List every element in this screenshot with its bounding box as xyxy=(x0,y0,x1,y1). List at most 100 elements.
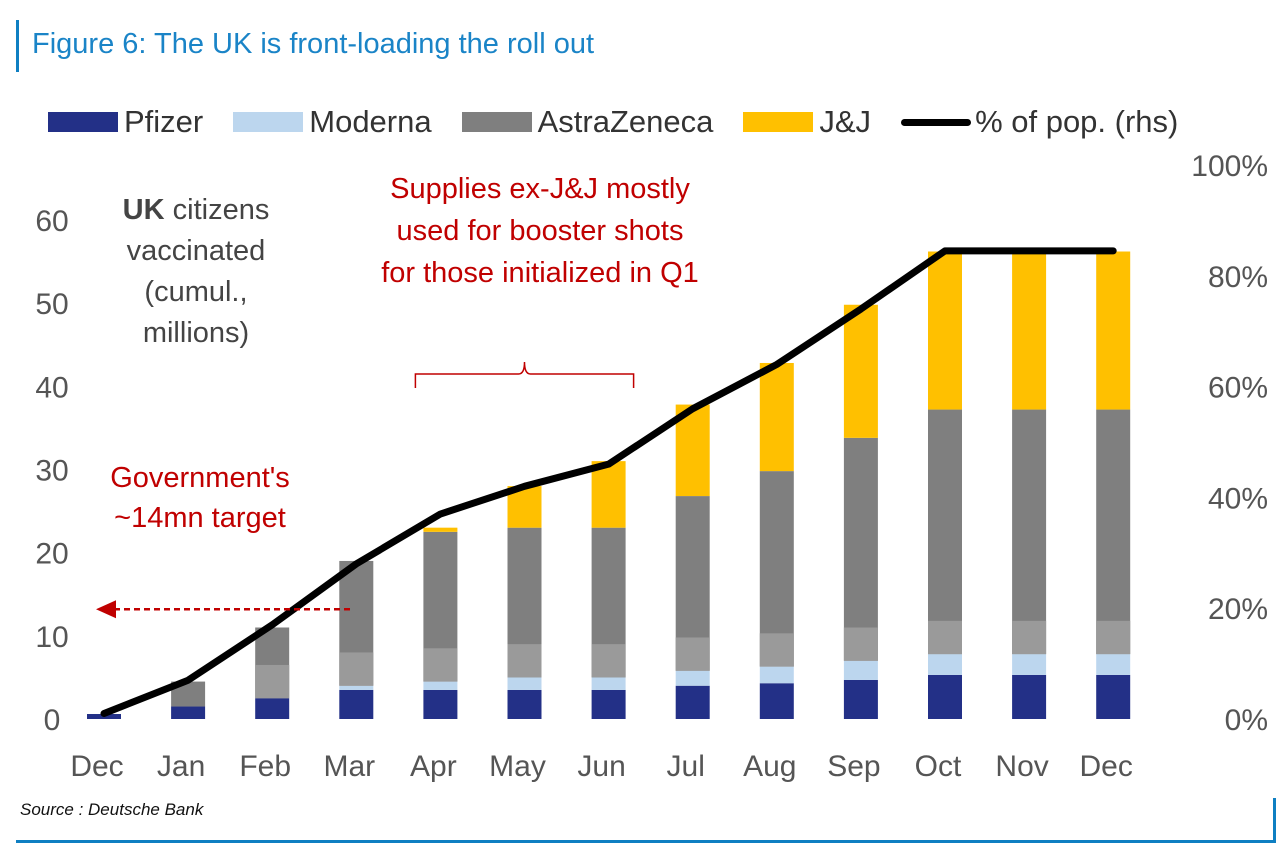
booster-annotation-line-1: Supplies ex-J&J mostly xyxy=(390,173,690,205)
y-caption-bold: UK xyxy=(122,194,165,226)
y-left-tick-40: 40 xyxy=(35,371,68,404)
bar-pfizer-3 xyxy=(339,689,374,719)
booster-annotation-line-3: for those initialized in Q1 xyxy=(381,257,699,289)
bar-jj-6 xyxy=(591,461,626,528)
x-tick-3: Mar xyxy=(323,750,375,783)
y-left-tick-0: 0 xyxy=(44,704,61,737)
x-tick-2: Feb xyxy=(239,750,291,783)
bar-astrazeneca-first-dose-6 xyxy=(591,644,626,678)
y-axis-right: 0% 20% 40% 60% 80% 100% xyxy=(1191,150,1268,737)
y-caption-line-2: (cumul., xyxy=(144,276,248,308)
legend-label-astrazeneca: AstraZeneca xyxy=(537,104,714,139)
bar-pfizer-4 xyxy=(423,689,458,719)
x-tick-10: Oct xyxy=(915,750,962,783)
annotation-marks xyxy=(96,361,635,619)
legend-label-pop: % of pop. (rhs) xyxy=(975,104,1179,139)
legend-label-pfizer: Pfizer xyxy=(124,104,204,139)
y-caption-rest: citizens xyxy=(164,194,270,226)
x-tick-5: May xyxy=(489,750,546,783)
legend-label-moderna: Moderna xyxy=(309,104,432,139)
bar-astrazeneca-first-dose-12 xyxy=(1096,620,1131,655)
bar-jj-10 xyxy=(928,251,962,410)
booster-annotation-line-2: used for booster shots xyxy=(396,215,684,247)
bar-astrazeneca-first-dose-4 xyxy=(423,648,458,682)
legend-item-moderna: Moderna xyxy=(233,104,432,140)
y-left-tick-10: 10 xyxy=(35,621,68,654)
y-right-tick-80: 80% xyxy=(1208,261,1268,294)
frame-accent-bottom xyxy=(1273,798,1276,843)
bar-jj-11 xyxy=(1012,251,1047,410)
bar-moderna-8 xyxy=(759,666,794,684)
x-tick-0: Dec xyxy=(70,750,123,783)
x-tick-6: Jun xyxy=(577,750,625,783)
bar-moderna-9 xyxy=(843,660,878,680)
y-left-tick-60: 60 xyxy=(35,205,68,238)
bar-pfizer-6 xyxy=(591,689,626,719)
booster-bracket xyxy=(414,361,635,388)
bar-astrazeneca-10 xyxy=(928,409,962,655)
bar-jj-8 xyxy=(759,362,794,472)
bar-astrazeneca-first-dose-8 xyxy=(759,633,794,667)
x-tick-1: Jan xyxy=(157,750,205,783)
y-left-tick-20: 20 xyxy=(35,538,68,571)
bar-jj-9 xyxy=(843,304,878,438)
legend-label-jj: J&J xyxy=(819,104,872,139)
bar-moderna-10 xyxy=(928,654,962,675)
legend: Pfizer Moderna AstraZeneca J&J % of pop.… xyxy=(48,100,1178,144)
government-target-annotation: Government's ~14mn target xyxy=(70,458,330,538)
y-right-tick-20: 20% xyxy=(1208,593,1268,626)
y-left-tick-30: 30 xyxy=(35,454,68,487)
bar-pfizer-9 xyxy=(843,679,878,719)
legend-item-astrazeneca: AstraZeneca xyxy=(461,104,714,140)
legend-swatch-moderna xyxy=(233,112,304,132)
y-right-tick-0: 0% xyxy=(1225,704,1268,737)
bar-moderna-6 xyxy=(591,677,626,690)
booster-annotation: Supplies ex-J&J mostly used for booster … xyxy=(330,168,750,294)
x-tick-8: Aug xyxy=(743,750,796,783)
bar-pfizer-12 xyxy=(1096,674,1131,719)
source-note: Source : Deutsche Bank xyxy=(20,800,204,819)
x-tick-12: Dec xyxy=(1080,750,1133,783)
y-right-tick-100: 100% xyxy=(1191,150,1268,183)
bar-pfizer-10 xyxy=(928,674,962,719)
bar-astrazeneca-first-dose-2 xyxy=(255,664,290,699)
y-caption-line-3: millions) xyxy=(142,317,250,349)
population-line xyxy=(100,247,1117,717)
bar-pfizer-11 xyxy=(1012,674,1047,719)
bar-astrazeneca-first-dose-10 xyxy=(928,620,962,655)
y-right-tick-60: 60% xyxy=(1208,372,1268,405)
x-axis: Dec Jan Feb Mar Apr May Jun Jul Aug Sep Oct Nov Dec xyxy=(70,750,1133,783)
bar-astrazeneca-first-dose-7 xyxy=(675,637,710,671)
bar-pfizer-5 xyxy=(507,689,542,719)
bar-jj-12 xyxy=(1096,251,1131,410)
legend-item-jj: J&J xyxy=(743,104,871,140)
legend-swatch-pfizer xyxy=(48,112,118,132)
legend-line-pop xyxy=(901,118,972,126)
bars xyxy=(87,251,1131,719)
bar-astrazeneca-first-dose-9 xyxy=(843,627,878,661)
y-left-tick-50: 50 xyxy=(35,288,68,321)
bar-astrazeneca-first-dose-3 xyxy=(339,652,374,686)
legend-item-pfizer: Pfizer xyxy=(48,104,203,140)
x-tick-7: Jul xyxy=(667,750,705,783)
bar-astrazeneca-first-dose-11 xyxy=(1012,620,1047,655)
bar-astrazeneca-9 xyxy=(843,437,878,661)
gov-annotation-line-2: ~14mn target xyxy=(114,502,286,534)
bar-astrazeneca-first-dose-5 xyxy=(507,644,542,678)
y-axis-caption: UK citizens vaccinated (cumul., millions… xyxy=(96,190,296,354)
bar-moderna-3 xyxy=(339,685,374,690)
legend-item-pop: % of pop. (rhs) xyxy=(901,104,1178,140)
bar-jj-4 xyxy=(423,527,458,532)
bar-astrazeneca-12 xyxy=(1096,409,1131,655)
bar-moderna-7 xyxy=(675,670,710,686)
frame-accent-top xyxy=(16,20,19,72)
y-right-tick-40: 40% xyxy=(1208,482,1268,515)
legend-swatch-astrazeneca xyxy=(461,112,532,132)
bar-pfizer-1 xyxy=(171,706,206,719)
bar-pfizer-2 xyxy=(255,698,290,719)
x-tick-4: Apr xyxy=(410,750,457,783)
x-tick-11: Nov xyxy=(995,750,1048,783)
bar-moderna-4 xyxy=(423,681,458,690)
bar-moderna-11 xyxy=(1012,654,1047,675)
